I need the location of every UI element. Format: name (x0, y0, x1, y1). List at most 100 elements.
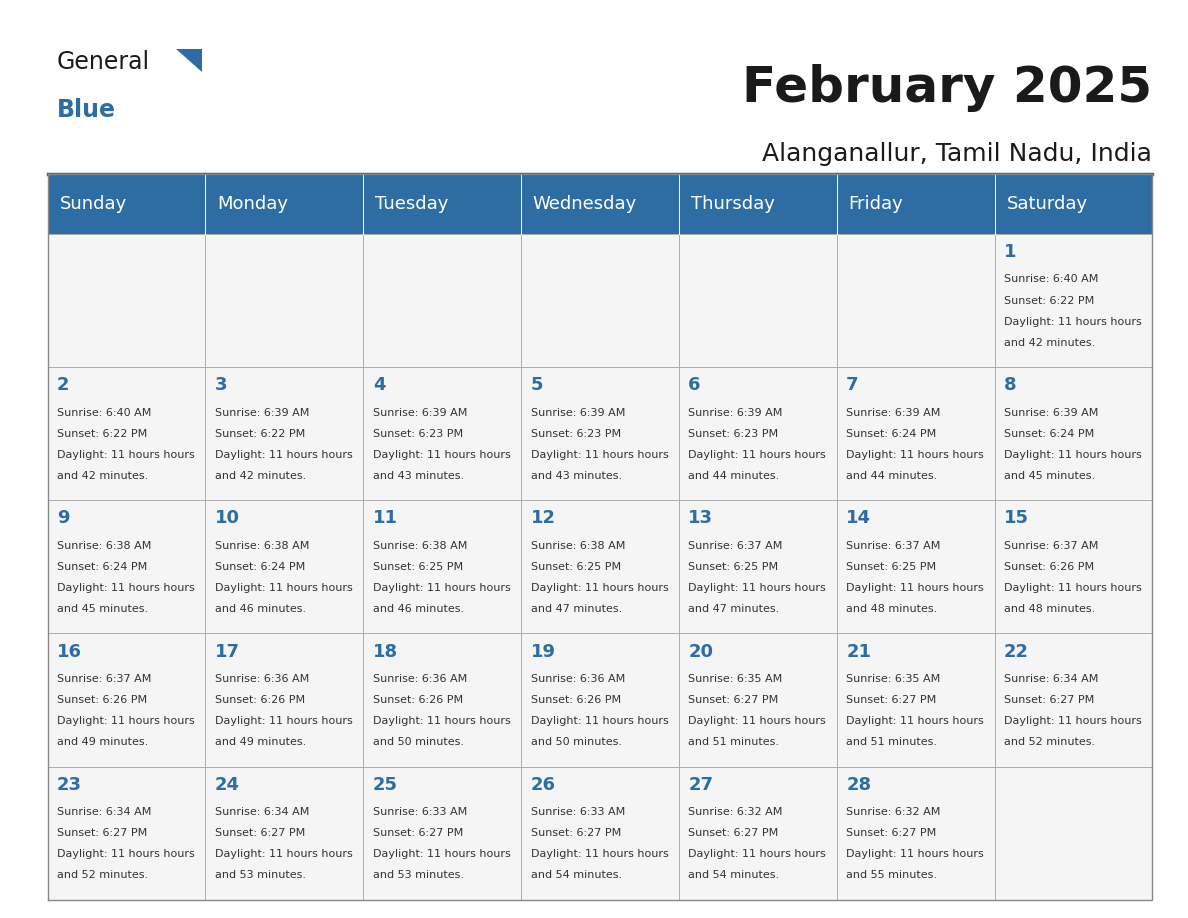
Text: and 53 minutes.: and 53 minutes. (373, 870, 463, 880)
Text: and 49 minutes.: and 49 minutes. (215, 737, 307, 747)
Text: Friday: Friday (848, 196, 903, 213)
Text: 11: 11 (373, 509, 398, 528)
Text: 4: 4 (373, 376, 385, 395)
Text: Sunday: Sunday (59, 196, 127, 213)
Text: Daylight: 11 hours hours: Daylight: 11 hours hours (846, 716, 984, 726)
Text: Sunset: 6:27 PM: Sunset: 6:27 PM (373, 828, 463, 838)
Text: Sunrise: 6:36 AM: Sunrise: 6:36 AM (215, 674, 309, 684)
Text: and 43 minutes.: and 43 minutes. (373, 471, 463, 481)
Text: and 53 minutes.: and 53 minutes. (215, 870, 305, 880)
Text: and 52 minutes.: and 52 minutes. (1004, 737, 1095, 747)
FancyBboxPatch shape (206, 500, 364, 633)
FancyBboxPatch shape (678, 174, 836, 234)
Text: Sunrise: 6:33 AM: Sunrise: 6:33 AM (531, 807, 625, 817)
FancyBboxPatch shape (48, 367, 206, 500)
Text: Daylight: 11 hours hours: Daylight: 11 hours hours (531, 716, 669, 726)
Text: Sunrise: 6:36 AM: Sunrise: 6:36 AM (531, 674, 625, 684)
Text: 25: 25 (373, 776, 398, 794)
Text: 28: 28 (846, 776, 871, 794)
Text: and 51 minutes.: and 51 minutes. (688, 737, 779, 747)
Text: Sunset: 6:27 PM: Sunset: 6:27 PM (846, 695, 936, 705)
FancyBboxPatch shape (206, 234, 364, 367)
Text: 17: 17 (215, 643, 240, 661)
FancyBboxPatch shape (994, 633, 1152, 767)
FancyBboxPatch shape (364, 767, 522, 900)
Text: Sunset: 6:23 PM: Sunset: 6:23 PM (688, 429, 778, 439)
Text: 10: 10 (215, 509, 240, 528)
Text: Sunrise: 6:40 AM: Sunrise: 6:40 AM (1004, 274, 1099, 285)
Text: Daylight: 11 hours hours: Daylight: 11 hours hours (531, 583, 669, 593)
Text: Daylight: 11 hours hours: Daylight: 11 hours hours (846, 849, 984, 859)
Text: Sunset: 6:25 PM: Sunset: 6:25 PM (846, 562, 936, 572)
Text: Daylight: 11 hours hours: Daylight: 11 hours hours (1004, 317, 1142, 327)
Text: Daylight: 11 hours hours: Daylight: 11 hours hours (215, 716, 353, 726)
FancyBboxPatch shape (522, 633, 678, 767)
Text: Sunrise: 6:40 AM: Sunrise: 6:40 AM (57, 408, 151, 418)
Text: Sunset: 6:23 PM: Sunset: 6:23 PM (531, 429, 620, 439)
Text: Tuesday: Tuesday (375, 196, 448, 213)
Text: Sunrise: 6:35 AM: Sunrise: 6:35 AM (688, 674, 783, 684)
Text: Sunset: 6:24 PM: Sunset: 6:24 PM (57, 562, 147, 572)
Text: Sunset: 6:24 PM: Sunset: 6:24 PM (846, 429, 936, 439)
Text: Sunset: 6:26 PM: Sunset: 6:26 PM (215, 695, 305, 705)
Text: 5: 5 (531, 376, 543, 395)
FancyBboxPatch shape (994, 767, 1152, 900)
Text: and 50 minutes.: and 50 minutes. (373, 737, 463, 747)
Text: Daylight: 11 hours hours: Daylight: 11 hours hours (846, 583, 984, 593)
Text: Monday: Monday (217, 196, 289, 213)
FancyBboxPatch shape (836, 367, 994, 500)
FancyBboxPatch shape (48, 234, 206, 367)
Text: Sunset: 6:27 PM: Sunset: 6:27 PM (57, 828, 147, 838)
Text: 23: 23 (57, 776, 82, 794)
Text: Daylight: 11 hours hours: Daylight: 11 hours hours (531, 450, 669, 460)
Text: and 51 minutes.: and 51 minutes. (846, 737, 937, 747)
Text: Sunrise: 6:34 AM: Sunrise: 6:34 AM (1004, 674, 1099, 684)
Text: Daylight: 11 hours hours: Daylight: 11 hours hours (373, 849, 511, 859)
Text: and 42 minutes.: and 42 minutes. (215, 471, 307, 481)
Text: Daylight: 11 hours hours: Daylight: 11 hours hours (215, 583, 353, 593)
FancyBboxPatch shape (48, 500, 206, 633)
Text: and 47 minutes.: and 47 minutes. (688, 604, 779, 614)
FancyBboxPatch shape (678, 367, 836, 500)
Text: Saturday: Saturday (1006, 196, 1087, 213)
Text: Daylight: 11 hours hours: Daylight: 11 hours hours (1004, 450, 1142, 460)
FancyBboxPatch shape (994, 500, 1152, 633)
Text: Daylight: 11 hours hours: Daylight: 11 hours hours (57, 450, 195, 460)
FancyBboxPatch shape (836, 500, 994, 633)
Text: 8: 8 (1004, 376, 1017, 395)
FancyBboxPatch shape (364, 367, 522, 500)
Text: 9: 9 (57, 509, 70, 528)
Text: and 46 minutes.: and 46 minutes. (373, 604, 463, 614)
Text: 6: 6 (688, 376, 701, 395)
FancyBboxPatch shape (836, 767, 994, 900)
FancyBboxPatch shape (364, 633, 522, 767)
Text: and 54 minutes.: and 54 minutes. (531, 870, 621, 880)
Text: Sunrise: 6:34 AM: Sunrise: 6:34 AM (215, 807, 309, 817)
Text: Sunset: 6:26 PM: Sunset: 6:26 PM (1004, 562, 1094, 572)
Text: General: General (57, 50, 150, 74)
Polygon shape (176, 49, 202, 72)
FancyBboxPatch shape (206, 174, 364, 234)
Text: Daylight: 11 hours hours: Daylight: 11 hours hours (373, 450, 511, 460)
Text: 1: 1 (1004, 243, 1017, 262)
Text: and 44 minutes.: and 44 minutes. (846, 471, 937, 481)
Text: Sunrise: 6:37 AM: Sunrise: 6:37 AM (57, 674, 151, 684)
Text: Daylight: 11 hours hours: Daylight: 11 hours hours (57, 583, 195, 593)
FancyBboxPatch shape (522, 234, 678, 367)
Text: Daylight: 11 hours hours: Daylight: 11 hours hours (688, 583, 826, 593)
Text: Sunset: 6:22 PM: Sunset: 6:22 PM (57, 429, 147, 439)
Text: Sunset: 6:22 PM: Sunset: 6:22 PM (1004, 296, 1094, 306)
Text: Sunset: 6:27 PM: Sunset: 6:27 PM (688, 695, 778, 705)
Text: Sunrise: 6:38 AM: Sunrise: 6:38 AM (373, 541, 467, 551)
Text: 27: 27 (688, 776, 713, 794)
Text: Sunrise: 6:37 AM: Sunrise: 6:37 AM (688, 541, 783, 551)
FancyBboxPatch shape (48, 633, 206, 767)
Text: Sunset: 6:26 PM: Sunset: 6:26 PM (531, 695, 620, 705)
Text: 21: 21 (846, 643, 871, 661)
FancyBboxPatch shape (678, 767, 836, 900)
FancyBboxPatch shape (836, 234, 994, 367)
FancyBboxPatch shape (522, 174, 678, 234)
Text: and 42 minutes.: and 42 minutes. (57, 471, 148, 481)
Text: Sunrise: 6:38 AM: Sunrise: 6:38 AM (215, 541, 309, 551)
Text: Daylight: 11 hours hours: Daylight: 11 hours hours (531, 849, 669, 859)
